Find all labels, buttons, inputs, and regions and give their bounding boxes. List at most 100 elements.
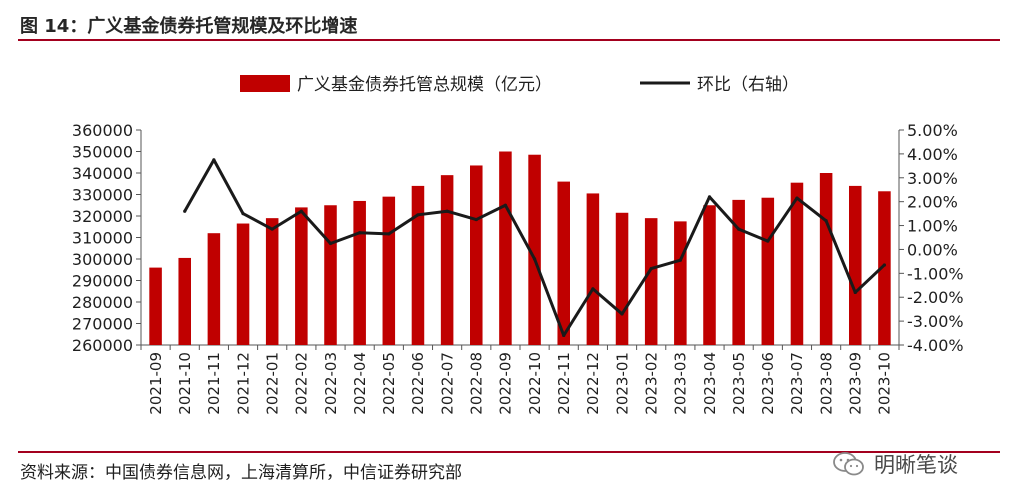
bar-2021-10 [178, 257, 191, 345]
x-tick-label: 2023-09 [847, 352, 865, 415]
x-tick-label: 2023-05 [730, 352, 748, 415]
bar-2023-08 [819, 173, 833, 345]
x-tick-label: 2021-12 [234, 352, 252, 415]
x-tick-label: 2022-07 [438, 352, 456, 415]
x-tick-label: 2021-11 [205, 352, 223, 415]
bar-series [149, 151, 891, 346]
y-left-tick-label: 300000 [72, 250, 133, 269]
x-tick-label: 2021-09 [147, 352, 165, 415]
source-note: 资料来源：中国债券信息网，上海清算所，中信证券研究部 [20, 463, 462, 483]
x-tick-label: 2022-09 [497, 352, 515, 415]
bar-2022-05 [382, 196, 396, 345]
bar-2021-12 [236, 223, 250, 345]
x-tick-label: 2022-10 [526, 352, 544, 415]
x-tick-label: 2022-01 [263, 352, 281, 415]
bar-2022-12 [586, 193, 600, 345]
y-left-tick-label: 290000 [72, 272, 133, 291]
bar-2022-02 [295, 207, 308, 345]
mom-point-2022-06 [416, 213, 420, 217]
bar-2021-09 [149, 267, 162, 345]
mom-point-2023-09 [853, 290, 857, 295]
mom-point-2023-05 [737, 227, 741, 231]
y-axis-right-ticks: -4.00% -3.00% -2.00% -1.00% 0.00% 1.00% 2.00% 3… [899, 121, 964, 355]
mom-point-2022-10 [532, 257, 537, 261]
bar-2023-01 [615, 212, 629, 345]
mom-point-2023-01 [620, 312, 624, 316]
bar-2023-09 [849, 185, 862, 345]
y-left-tick-label: 260000 [72, 336, 133, 355]
bar-2023-04 [703, 205, 716, 345]
x-tick-label: 2021-10 [176, 352, 194, 415]
bar-2022-04 [353, 200, 366, 345]
x-tick-label: 2022-08 [468, 352, 486, 415]
wechat-icon [833, 452, 864, 476]
bar-2022-09 [499, 151, 512, 345]
x-tick-label: 2022-02 [293, 352, 311, 415]
y-left-tick-label: 340000 [72, 164, 133, 183]
mom-point-2023-03 [678, 258, 682, 262]
x-tick-label: 2023-07 [788, 352, 806, 415]
title-rule [18, 39, 1000, 41]
x-tick-label: 2023-10 [876, 352, 894, 415]
y-right-tick-label: 0.00% [907, 240, 958, 259]
bar-2023-10 [878, 191, 891, 345]
mom-point-2022-07 [445, 209, 449, 213]
x-tick-label: 2022-11 [555, 352, 573, 415]
x-tick-label: 2023-03 [672, 352, 690, 415]
y-left-tick-label: 350000 [72, 143, 133, 162]
figure-title: 图 14：广义基金债券托管规模及环比增速 [20, 16, 358, 37]
y-left-tick-label: 320000 [72, 207, 133, 226]
y-right-tick-label: 2.00% [907, 193, 958, 212]
bar-2023-06 [761, 197, 775, 345]
legend-label-bar: 广义基金债券托管总规模（亿元） [297, 75, 552, 95]
mom-point-2023-10 [882, 263, 887, 267]
bar-2023-03 [674, 221, 687, 346]
bar-2023-07 [790, 182, 804, 345]
bar-2022-01 [265, 218, 279, 345]
watermark-text: 明晰笔谈 [874, 453, 958, 477]
mom-point-2022-02 [299, 209, 303, 213]
y-right-tick-label: -2.00% [907, 288, 964, 307]
y-left-tick-label: 310000 [72, 229, 133, 248]
mom-point-2023-08 [824, 219, 828, 223]
x-tick-label: 2022-03 [322, 352, 340, 415]
mom-point-2022-01 [270, 227, 274, 231]
mom-point-2022-11 [562, 333, 566, 338]
mom-point-2022-08 [474, 217, 478, 222]
y-left-tick-label: 280000 [72, 293, 133, 312]
legend-swatch-bar [240, 75, 290, 92]
footer-rule [18, 451, 1000, 453]
bar-2023-02 [644, 218, 658, 345]
mom-point-2023-07 [795, 196, 799, 200]
y-right-tick-label: -1.00% [907, 264, 964, 283]
y-left-tick-label: 330000 [72, 186, 133, 205]
bar-2022-07 [440, 175, 454, 345]
bar-2023-05 [732, 199, 745, 346]
x-tick-label: 2022-05 [380, 352, 398, 415]
mom-point-2022-09 [503, 203, 508, 207]
y-left-tick-label: 270000 [72, 315, 133, 334]
x-tick-label: 2023-04 [701, 352, 719, 415]
x-tick-label: 2023-08 [817, 352, 835, 415]
y-right-tick-label: -4.00% [907, 336, 964, 355]
bar-2022-08 [470, 165, 483, 345]
bar-2022-10 [528, 154, 541, 345]
mom-point-2023-06 [766, 239, 770, 243]
x-tick-label: 2022-04 [351, 352, 369, 415]
legend-label-line: 环比（右轴） [697, 75, 799, 95]
mom-point-2022-12 [591, 287, 595, 291]
x-tick-label: 2023-01 [613, 352, 631, 415]
bar-2022-11 [557, 181, 570, 345]
x-axis-tick-labels: 2021-09 2021-10 2021-11 2021-12 2022-01 2022-… [147, 352, 894, 415]
mom-point-2023-04 [707, 195, 712, 199]
axes [140, 130, 900, 350]
x-tick-label: 2022-06 [409, 352, 427, 415]
mom-point-2021-10 [183, 209, 187, 213]
legend: 广义基金债券托管总规模（亿元） 环比（右轴） [240, 75, 799, 95]
y-right-tick-label: -3.00% [907, 312, 964, 331]
mom-point-2022-05 [387, 232, 391, 236]
y-right-tick-label: 1.00% [907, 217, 958, 236]
mom-point-2021-11 [212, 158, 216, 162]
mom-point-2022-04 [358, 231, 362, 235]
